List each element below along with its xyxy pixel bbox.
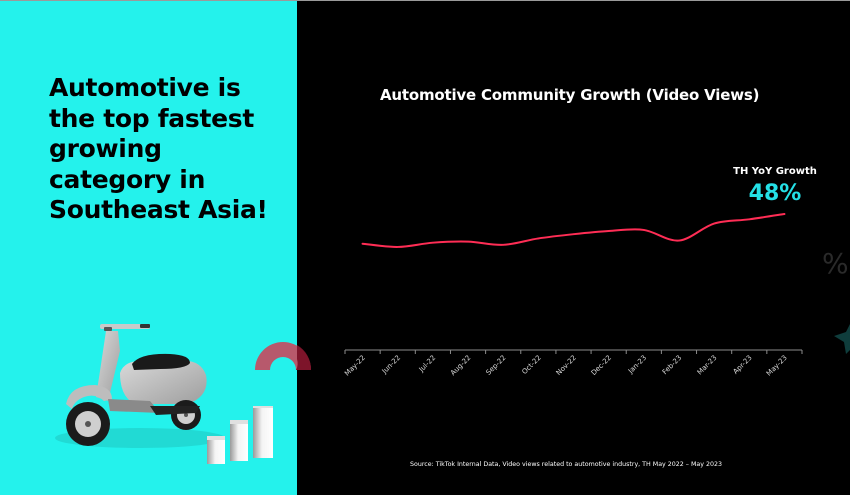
source-note: Source: TikTok Internal Data, Video view… [410,461,723,468]
x-tick-label: Jul-22 [417,354,437,374]
bar-chart-illustration [207,406,273,464]
data-point [396,246,399,248]
yoy-growth-label: TH YoY Growth [733,166,817,177]
x-tick-label: May-23 [765,354,789,378]
left-panel: Automotive is the top fastest growing ca… [0,1,297,495]
data-point [748,218,751,221]
data-point [467,240,469,243]
series-line [361,213,786,248]
x-tick-label: Aug-22 [449,354,472,377]
data-point [607,230,610,232]
data-point [678,239,680,242]
x-tick-label: Sep-22 [485,354,508,377]
data-point [537,237,540,240]
star-icon [834,324,850,354]
percent-decoration: % [822,247,849,280]
headline: Automotive is the top fastest growing ca… [49,73,268,224]
data-point [713,222,715,225]
right-panel [297,1,850,495]
data-point [783,213,786,215]
data-point [502,244,504,246]
x-tick-label: Oct-22 [520,354,542,376]
x-tick-label: May-22 [343,354,367,378]
scooter-illustration [55,324,225,448]
x-tick-label: Jan-23 [626,354,648,376]
data-point [572,233,575,235]
x-tick-label: Mar-23 [696,354,719,377]
yoy-growth-value: 48% [748,181,802,206]
x-tick-label: Nov-22 [555,354,578,377]
x-tick-label: Jun-22 [380,354,402,376]
x-tick-label: Dec-22 [590,354,613,377]
arc-shape [255,342,312,370]
data-point [361,242,364,245]
x-tick-label: Feb-23 [661,354,684,377]
chart-title: Automotive Community Growth (Video Views… [380,86,760,104]
x-tick-label: Apr-23 [732,354,754,376]
data-point [432,241,434,244]
data-point [643,229,645,231]
top-border [0,0,850,1]
